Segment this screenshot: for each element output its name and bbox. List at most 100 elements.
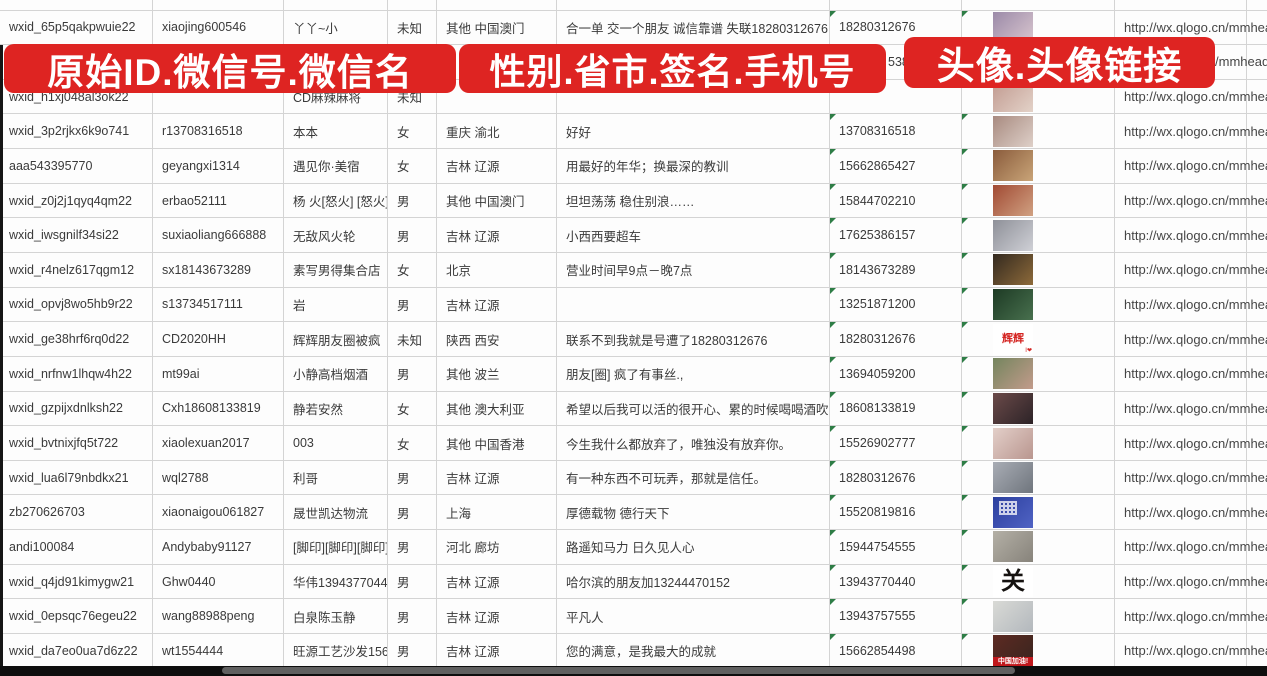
cell-gender[interactable]: 男	[388, 183, 437, 218]
cell-gender[interactable]: 女	[388, 252, 437, 287]
cell-gender[interactable]: 男	[388, 564, 437, 599]
cell-gender[interactable]: 女	[388, 426, 437, 460]
cell-phone[interactable]: 13708316518	[830, 114, 962, 149]
avatar-image[interactable]	[993, 115, 1033, 147]
cell-nickname[interactable]: 静若安然	[284, 391, 388, 426]
avatar-image[interactable]: 关	[993, 566, 1033, 598]
cell-avatar[interactable]: 关	[962, 564, 1115, 599]
cell-region[interactable]: 重庆 渝北	[437, 114, 557, 149]
cell-signature[interactable]: 坦坦荡荡 稳住别浪……	[557, 183, 830, 218]
cell-signature[interactable]: 哈尔滨的朋友加13244470152	[557, 564, 830, 599]
avatar-image[interactable]: 辉辉 I❤	[993, 323, 1033, 355]
cell-wxid[interactable]: aaa543395770	[0, 149, 153, 183]
cell-url[interactable]: http://wx.qlogo.cn/mmhead	[1115, 79, 1267, 114]
cell-nickname[interactable]: 小静高档烟酒	[284, 356, 388, 391]
cell-avatar[interactable]	[962, 183, 1115, 218]
cell-avatar[interactable]	[962, 0, 1115, 10]
cell-phone[interactable]: 15662865427	[830, 149, 962, 183]
cell-url[interactable]: http://wx.qlogo.cn/mmhead	[1115, 149, 1267, 183]
cell-avatar[interactable]	[962, 495, 1115, 530]
cell-signature[interactable]	[557, 79, 830, 114]
cell-url[interactable]: http://wx.qlogo.cn/mmhead	[1115, 252, 1267, 287]
bottom-scrollbar-track[interactable]	[0, 666, 1267, 676]
cell-avatar[interactable]	[962, 114, 1115, 149]
cell-phone[interactable]: 18608133819	[830, 391, 962, 426]
cell-wechat_id[interactable]: xiaolexuan2017	[153, 426, 284, 460]
cell-wechat_id[interactable]	[153, 0, 284, 10]
cell-region[interactable]: 吉林 辽源	[437, 634, 557, 668]
cell-gender[interactable]: 未知	[388, 79, 437, 114]
cell-wxid[interactable]: wxid_z0j2j1qyq4qm22	[0, 183, 153, 218]
cell-avatar[interactable]	[962, 530, 1115, 564]
cell-wechat_id[interactable]: Andybaby91127	[153, 530, 284, 564]
cell-region[interactable]: 吉林 辽源	[437, 218, 557, 252]
cell-nickname[interactable]: 华伟13943770440	[284, 564, 388, 599]
cell-gender[interactable]	[388, 0, 437, 10]
cell-region[interactable]: 其他 中国澳门	[437, 183, 557, 218]
cell-nickname[interactable]: 素写男得集合店	[284, 252, 388, 287]
cell-phone[interactable]: 15944754555	[830, 530, 962, 564]
cell-region[interactable]: 吉林 辽源	[437, 287, 557, 322]
cell-signature[interactable]	[557, 287, 830, 322]
cell-phone[interactable]: 17625386157	[830, 218, 962, 252]
cell-signature[interactable]: 厚德载物 德行天下	[557, 495, 830, 530]
cell-nickname[interactable]: 丫丫~小	[284, 10, 388, 45]
cell-signature[interactable]: 小西西要超车	[557, 218, 830, 252]
cell-wechat_id[interactable]: xiaonaigou061827	[153, 495, 284, 530]
cell-signature[interactable]: 营业时间早9点－晚7点	[557, 252, 830, 287]
cell-region[interactable]: 其他 中国澳门	[437, 10, 557, 45]
cell-avatar[interactable]	[962, 426, 1115, 460]
cell-avatar[interactable]	[962, 356, 1115, 391]
cell-region[interactable]: 其他 澳大利亚	[437, 391, 557, 426]
cell-gender[interactable]: 男	[388, 530, 437, 564]
avatar-image[interactable]	[993, 600, 1033, 632]
cell-url[interactable]: http://wx.qlogo.cn/mmhead	[1115, 356, 1267, 391]
cell-phone[interactable]: 15526902777	[830, 426, 962, 460]
cell-wechat_id[interactable]: erbao52111	[153, 183, 284, 218]
cell-wechat_id[interactable]: r13708316518	[153, 114, 284, 149]
cell-gender[interactable]: 男	[388, 287, 437, 322]
cell-wechat_id[interactable]: sx18143673289	[153, 252, 284, 287]
cell-avatar[interactable]	[962, 460, 1115, 495]
cell-phone[interactable]: 15662854498	[830, 634, 962, 668]
cell-avatar[interactable]	[962, 149, 1115, 183]
cell-wechat_id[interactable]: CD2020HH	[153, 322, 284, 356]
avatar-image[interactable]	[993, 427, 1033, 459]
cell-wxid[interactable]: wxid_r4nelz617qgm12	[0, 252, 153, 287]
cell-signature[interactable]: 好好	[557, 114, 830, 149]
cell-url[interactable]: http://wx.qlogo.cn/mmhead	[1115, 634, 1267, 668]
cell-phone[interactable]: 13694059200	[830, 356, 962, 391]
cell-region[interactable]: 上海	[437, 495, 557, 530]
cell-nickname[interactable]: 无敌风火轮	[284, 218, 388, 252]
cell-phone[interactable]: 18280312676	[830, 460, 962, 495]
cell-signature[interactable]: 您的满意，是我最大的成就	[557, 634, 830, 668]
cell-nickname[interactable]	[284, 0, 388, 10]
cell-wechat_id[interactable]: mt99ai	[153, 356, 284, 391]
cell-url[interactable]	[1115, 0, 1247, 10]
avatar-image[interactable]: 中国加油!	[993, 635, 1033, 667]
cell-nickname[interactable]: 遇见你·美宿	[284, 149, 388, 183]
cell-wxid[interactable]: wxid_0epsqc76egeu22	[0, 599, 153, 634]
avatar-image[interactable]	[993, 254, 1033, 286]
cell-nickname[interactable]: 旺源工艺沙发15662854	[284, 634, 388, 668]
cell-avatar[interactable]	[962, 287, 1115, 322]
cell-signature[interactable]: 有一种东西不可玩弄，那就是信任。	[557, 460, 830, 495]
cell-nickname[interactable]: [脚印][脚印][脚印][脚印]	[284, 530, 388, 564]
cell-nickname[interactable]: 利哥	[284, 460, 388, 495]
cell-signature[interactable]: 路遥知马力 日久见人心	[557, 530, 830, 564]
cell-wxid[interactable]: wxid_bvtnixjfq5t722	[0, 426, 153, 460]
cell-avatar[interactable]	[962, 599, 1115, 634]
cell-url[interactable]: http://wx.qlogo.cn/mmhead	[1115, 322, 1267, 356]
cell-url[interactable]: http://wx.qlogo.cn/mmhead	[1115, 426, 1267, 460]
cell-phone[interactable]: 13943757555	[830, 599, 962, 634]
cell-gender[interactable]: 男	[388, 495, 437, 530]
cell-gender[interactable]: 男	[388, 356, 437, 391]
cell-wxid[interactable]: wxid_nrfnw1lhqw4h22	[0, 356, 153, 391]
cell-nickname[interactable]: 白泉陈玉静	[284, 599, 388, 634]
cell-url[interactable]: http://wx.qlogo.cn/mmhead	[1115, 10, 1267, 45]
cell-url[interactable]: http://wx.qlogo.cn/mmhead	[1115, 114, 1267, 149]
cell-gender[interactable]: 未知	[388, 10, 437, 45]
cell-gender[interactable]: 未知	[388, 322, 437, 356]
cell-url[interactable]: http://wx.qlogo.cn/mmhead	[1115, 599, 1267, 634]
cell-phone[interactable]: 18143673289	[830, 252, 962, 287]
